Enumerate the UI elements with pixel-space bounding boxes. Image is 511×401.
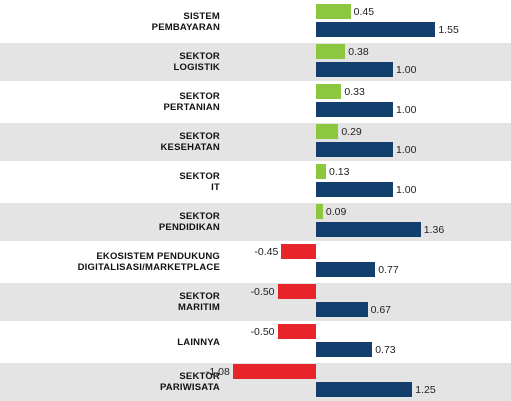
- data-label: 0.09: [325, 205, 347, 218]
- bar-bottom: [316, 262, 376, 277]
- category-label-line: PENDIDIKAN: [158, 222, 220, 233]
- category-label-line: SEKTOR: [179, 371, 220, 382]
- data-label: -0.45: [254, 245, 279, 258]
- category-label-line: PARIWISATA: [159, 382, 220, 393]
- category-label: SEKTOR IT: [0, 171, 220, 193]
- bar-bottom: [316, 22, 436, 37]
- data-label: 0.38: [348, 45, 369, 58]
- bar-top: [316, 204, 323, 219]
- category-label-line: SEKTOR: [179, 91, 220, 102]
- bar-bottom: [316, 382, 413, 397]
- category-label: SEKTOR LOGISTIK: [0, 51, 220, 73]
- data-label: 1.00: [396, 103, 417, 116]
- category-label-line: LOGISTIK: [173, 62, 220, 73]
- category-label-line: PERTANIAN: [163, 102, 220, 113]
- category-label-line: MARITIM: [177, 302, 220, 313]
- data-label: 0.73: [375, 343, 396, 356]
- data-label: 1.00: [396, 63, 417, 76]
- data-label: -0.50: [250, 285, 275, 298]
- category-label-line: SEKTOR: [179, 131, 220, 142]
- data-label: 0.67: [370, 303, 392, 316]
- category-label-line: SEKTOR: [179, 171, 220, 182]
- data-label: 0.77: [378, 263, 399, 276]
- bar-bottom: [316, 142, 393, 157]
- bar-top: [316, 44, 346, 59]
- category-label: SISTEM PEMBAYARAN: [0, 11, 220, 33]
- data-label: 0.13: [329, 165, 350, 178]
- data-label: 0.45: [353, 5, 375, 18]
- bar-top: [281, 244, 316, 259]
- data-label: 0.29: [341, 125, 362, 138]
- data-label: 1.25: [415, 383, 436, 396]
- bar-bottom: [316, 182, 393, 197]
- row-band: [0, 283, 511, 321]
- bar-bottom: [316, 62, 393, 77]
- category-label-line: KESEHATAN: [160, 142, 220, 153]
- category-label: EKOSISTEM PENDUKUNG DIGITALISASI/MARKETPL…: [0, 251, 220, 273]
- category-label-line: SEKTOR: [179, 291, 220, 302]
- bar-top: [316, 124, 339, 139]
- category-label-line: EKOSISTEM PENDUKUNG: [96, 251, 220, 262]
- category-label-line: SEKTOR: [179, 211, 220, 222]
- category-label: SEKTOR PERTANIAN: [0, 91, 220, 113]
- bar-bottom: [316, 222, 421, 237]
- category-label: SEKTOR PARIWISATA: [0, 371, 220, 393]
- bar-top: [316, 4, 351, 19]
- category-label-line: SISTEM: [183, 11, 220, 22]
- row-band: [0, 203, 511, 241]
- row-band: [0, 43, 511, 81]
- category-label: SEKTOR PENDIDIKAN: [0, 211, 220, 233]
- data-label: 1.36: [423, 223, 445, 236]
- data-label: 0.33: [344, 85, 365, 98]
- category-label: SEKTOR KESEHATAN: [0, 131, 220, 153]
- category-label: LAINNYA: [0, 337, 220, 348]
- bar-top: [316, 164, 326, 179]
- data-label: 1.00: [396, 183, 417, 196]
- bar-top: [232, 364, 316, 379]
- bar-bottom: [316, 342, 373, 357]
- category-label: SEKTOR MARITIM: [0, 291, 220, 313]
- data-label: 1.00: [396, 143, 417, 156]
- bar-bottom: [316, 102, 393, 117]
- row-band: [0, 123, 511, 161]
- data-label: -1.08: [205, 365, 230, 378]
- category-label-line: LAINNYA: [177, 336, 220, 348]
- data-label: 1.55: [438, 23, 459, 36]
- bar-top: [277, 324, 316, 339]
- bar-top: [277, 284, 316, 299]
- category-label-line: IT: [211, 182, 220, 193]
- bar-bottom: [316, 302, 368, 317]
- category-label-line: SEKTOR: [179, 51, 220, 62]
- data-label: -0.50: [250, 325, 275, 338]
- category-label-line: DIGITALISASI/MARKETPLACE: [77, 262, 220, 273]
- bar-top: [316, 84, 342, 99]
- category-label-line: PEMBAYARAN: [151, 22, 220, 33]
